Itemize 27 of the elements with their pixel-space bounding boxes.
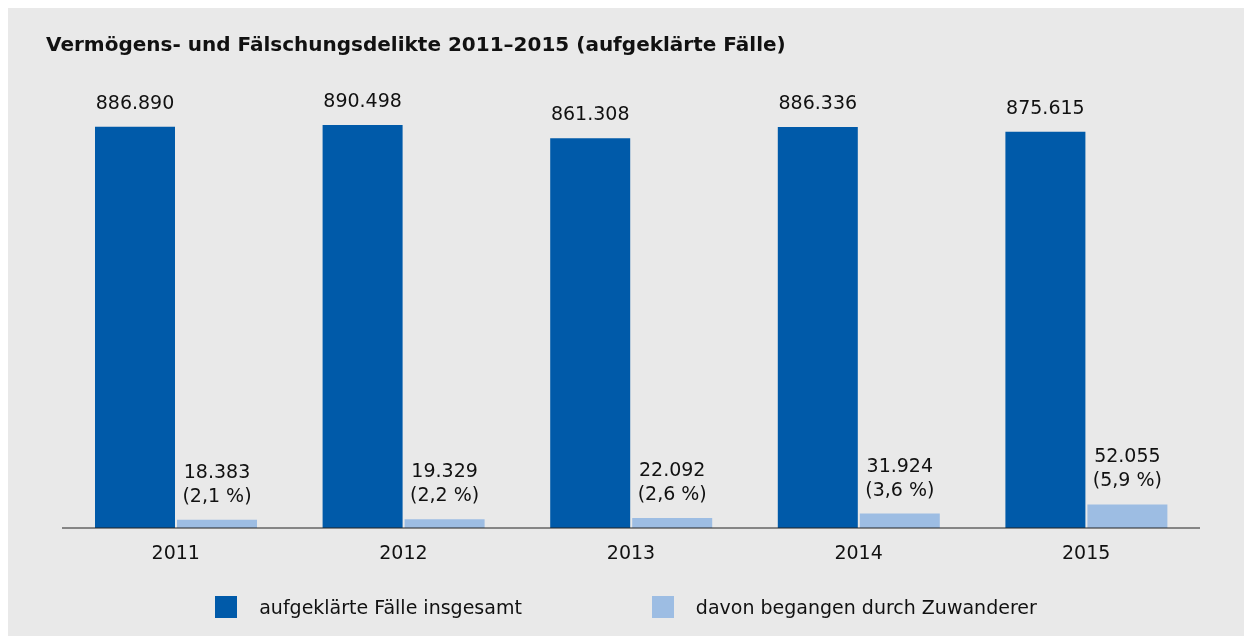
- bar: [550, 138, 631, 528]
- data-label: 886.890: [95, 90, 175, 113]
- bar: [322, 125, 403, 528]
- legend-label: aufgeklärte Fälle insgesamt: [259, 596, 522, 618]
- bar: [1087, 504, 1168, 528]
- bar: [1005, 131, 1086, 528]
- data-label: 18.383 (2,1 %): [182, 459, 252, 506]
- data-label: 52.055 (5,9 %): [1092, 444, 1162, 491]
- legend-label: davon begangen durch Zuwanderer: [695, 596, 1037, 618]
- chart-title: Vermögens- und Fälschungsdelikte 2011–2015 (aufgeklärte Fälle): [46, 32, 786, 56]
- x-tick-label: 2013: [606, 541, 656, 564]
- bar: [777, 126, 858, 528]
- data-label: 861.308: [550, 102, 630, 125]
- bar: [632, 518, 713, 528]
- bar: [859, 513, 940, 528]
- x-tick-label: 2012: [379, 541, 428, 564]
- data-label: 31.924 (3,6 %): [865, 453, 935, 500]
- data-label: 886.336: [778, 90, 858, 113]
- data-label: 19.329 (2,2 %): [410, 459, 480, 506]
- bar: [95, 126, 175, 528]
- x-tick-label: 2015: [1062, 541, 1111, 564]
- x-tick-label: 2014: [834, 541, 883, 564]
- data-label: 890.498: [323, 89, 402, 111]
- bar: [404, 519, 485, 528]
- x-tick-label: 2011: [151, 541, 200, 564]
- data-label: 22.092 (2,6 %): [637, 458, 707, 504]
- data-label: 875.615: [1006, 95, 1085, 118]
